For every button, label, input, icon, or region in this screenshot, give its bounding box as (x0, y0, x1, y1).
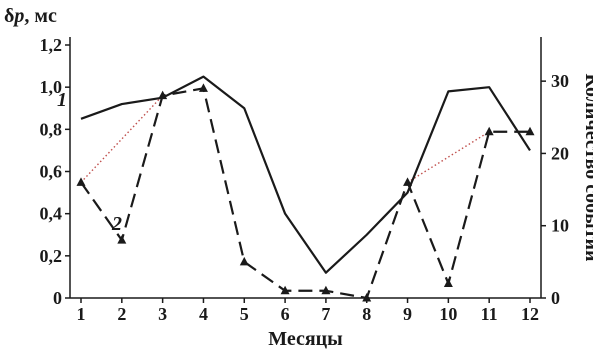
x-tick-label: 7 (321, 304, 330, 324)
y-tick-label-left: 0,6 (40, 162, 63, 182)
series-marker-2 (117, 235, 127, 244)
y-tick-label-right: 20 (551, 143, 569, 163)
x-tick-label: 12 (521, 304, 539, 324)
series-marker-2 (158, 90, 168, 100)
series-marker-2 (76, 177, 86, 186)
trend-line (407, 131, 490, 183)
x-tick-label: 6 (281, 304, 290, 324)
y-tick-label-left: 0 (53, 288, 62, 308)
series-marker-2 (198, 83, 208, 92)
y-tick-label-right: 0 (551, 288, 560, 308)
y-tick-label-left: 0,4 (40, 204, 63, 224)
y-tick-label-left: 0,8 (40, 119, 63, 139)
x-tick-label: 5 (240, 304, 249, 324)
y-axis-title-right: Количество событий (581, 73, 593, 261)
y-tick-label-left: 1,0 (40, 77, 63, 97)
x-axis-title: Месяцы (268, 328, 343, 350)
series-label-1: 1 (57, 89, 67, 111)
series-label-2: 2 (111, 213, 122, 235)
x-tick-label: 9 (403, 304, 412, 324)
x-tick-label: 3 (158, 304, 167, 324)
series-line-2 (80, 87, 530, 300)
series-marker-2 (403, 177, 413, 186)
series-marker-2 (280, 285, 290, 295)
series-marker-2 (484, 126, 494, 136)
x-tick-label: 4 (199, 304, 208, 324)
y-tick-label-right: 10 (551, 216, 569, 236)
y-axis-title-left: δp, мс (4, 5, 57, 27)
y-tick-label-right: 30 (551, 71, 569, 91)
series-marker-2 (443, 278, 453, 288)
x-tick-label: 1 (77, 304, 86, 324)
x-tick-label: 8 (362, 304, 371, 324)
series-marker-2 (321, 285, 331, 295)
y-tick-label-left: 0,2 (40, 246, 63, 266)
x-tick-label: 10 (439, 304, 457, 324)
series-marker-2 (239, 256, 249, 266)
series-marker-2 (362, 293, 372, 302)
x-tick-label: 11 (481, 304, 498, 324)
series-marker-2 (525, 126, 535, 136)
y-tick-label-left: 1,2 (40, 35, 63, 55)
series-line-1 (80, 75, 531, 274)
x-tick-label: 2 (117, 304, 126, 324)
